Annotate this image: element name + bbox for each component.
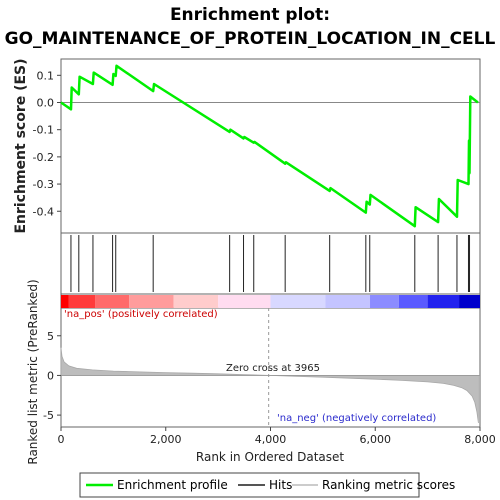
- metric-tick-label: 5: [47, 330, 54, 343]
- ranking-bar-segment: [95, 295, 130, 308]
- ranking-bar-segment: [129, 295, 174, 308]
- metric-tick-label: 0: [47, 369, 54, 382]
- ranking-bar-segment: [270, 295, 326, 308]
- ranking-metric-fill: [60, 347, 479, 424]
- metric-tick-label: -5: [43, 409, 54, 422]
- ranking-bar-segment: [61, 295, 69, 308]
- metric-y-axis-label: Ranked list metric (PreRanked): [26, 279, 40, 464]
- enrichment-profile-line: [60, 64, 479, 228]
- chart-title-line2: GO_MAINTENANCE_OF_PROTEIN_LOCATION_IN_CE…: [5, 29, 496, 49]
- neg-correlation-label: 'na_neg' (negatively correlated): [277, 413, 436, 424]
- legend-hits-label: Hits: [269, 478, 292, 492]
- hits-panel-frame: [60, 232, 481, 295]
- x-tick-label: 2,000: [150, 433, 182, 446]
- ranking-bar-segment: [325, 295, 371, 308]
- enrichment-profile-polyline: [60, 64, 479, 228]
- x-axis-label: Rank in Ordered Dataset: [196, 450, 344, 464]
- hits-marks: [70, 235, 471, 292]
- es-tick-label: 0.1: [37, 69, 55, 82]
- ranking-bar-segment: [173, 295, 219, 308]
- ranking-bar-segment: [427, 295, 460, 308]
- zero-cross-label: Zero cross at 3965: [226, 363, 320, 374]
- es-tick-label: -0.4: [33, 205, 54, 218]
- es-y-axis-label: Enrichment score (ES): [13, 58, 29, 233]
- ranking-bar-segment: [398, 295, 428, 308]
- es-tick-label: -0.1: [33, 124, 54, 137]
- x-tick-label: 0: [58, 433, 65, 446]
- metric-y-axis-ticks: 5 0 -5: [43, 330, 61, 422]
- ranking-color-bar: [61, 295, 480, 308]
- x-tick-label: 4,000: [255, 433, 287, 446]
- x-axis-ticks: 0 2,000 4,000 6,000 8,000: [58, 427, 496, 446]
- x-tick-label: 8,000: [464, 433, 496, 446]
- es-tick-label: -0.2: [33, 151, 54, 164]
- chart-title-line1: Enrichment plot:: [170, 5, 330, 25]
- ranking-bar-segment: [459, 295, 480, 308]
- es-tick-label: -0.3: [33, 178, 54, 191]
- legend: Enrichment profile Hits Ranking metric s…: [79, 472, 455, 498]
- legend-metric-label: Ranking metric scores: [322, 478, 455, 492]
- pos-correlation-label: 'na_pos' (positively correlated): [64, 309, 218, 320]
- ranking-bar-segment: [370, 295, 399, 308]
- ranking-bar-segment: [218, 295, 271, 308]
- ranking-metric-area: [60, 308, 480, 427]
- ranking-bar-segment: [68, 295, 96, 308]
- x-tick-label: 6,000: [360, 433, 392, 446]
- legend-enrichment-label: Enrichment profile: [117, 478, 228, 492]
- es-tick-label: 0.0: [37, 97, 55, 110]
- es-y-axis-ticks: 0.1 0.0 -0.1 -0.2 -0.3 -0.4: [33, 69, 61, 218]
